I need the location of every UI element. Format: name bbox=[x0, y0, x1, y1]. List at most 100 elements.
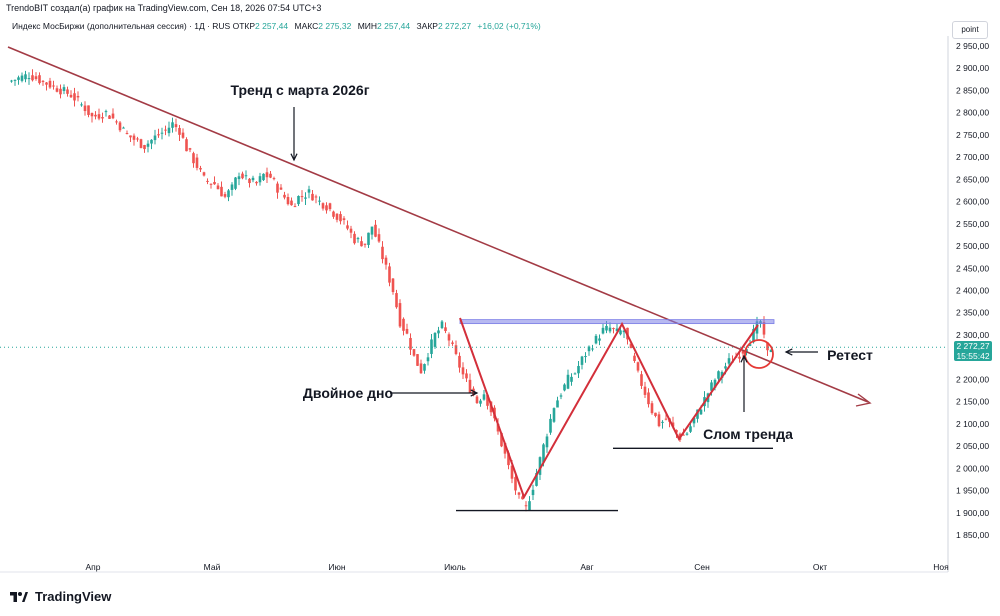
candle-body bbox=[199, 168, 202, 170]
candle bbox=[311, 190, 314, 201]
candle-body bbox=[290, 200, 293, 206]
candle bbox=[353, 231, 356, 245]
candle bbox=[66, 86, 69, 97]
candle-body bbox=[752, 328, 755, 343]
candle bbox=[185, 137, 188, 152]
candle-body bbox=[545, 436, 549, 448]
x-tick-label: Сен bbox=[694, 562, 710, 572]
retest-circle bbox=[744, 339, 774, 369]
candle-body bbox=[202, 172, 206, 176]
candle bbox=[444, 322, 447, 334]
candle-body bbox=[720, 372, 724, 378]
candle-body bbox=[696, 409, 699, 419]
candle bbox=[265, 167, 269, 183]
candle bbox=[451, 340, 454, 346]
candle-body bbox=[633, 355, 636, 361]
retest-label: Ретест bbox=[827, 347, 873, 363]
candle-body bbox=[762, 322, 766, 335]
candle-body bbox=[10, 80, 13, 82]
candle bbox=[45, 82, 48, 91]
candle bbox=[269, 171, 272, 179]
candle-body bbox=[769, 349, 773, 353]
candle bbox=[766, 342, 769, 357]
candle bbox=[342, 216, 346, 225]
symbol-title[interactable]: Индекс МосБиржи (дополнительная сессия) … bbox=[12, 21, 231, 31]
candle bbox=[104, 109, 108, 117]
candle-body bbox=[318, 200, 321, 202]
candle-body bbox=[27, 78, 31, 80]
candle bbox=[55, 85, 59, 93]
candle bbox=[129, 135, 132, 143]
candle-body bbox=[559, 395, 563, 397]
candle bbox=[514, 472, 517, 495]
candle bbox=[209, 183, 213, 189]
symbol-legend: Индекс МосБиржи (дополнительная сессия) … bbox=[12, 21, 541, 31]
candle bbox=[283, 191, 286, 200]
y-tick-label: 2 350,00 bbox=[956, 308, 989, 318]
tradingview-logo[interactable]: TradingView bbox=[8, 589, 111, 604]
candle bbox=[241, 171, 244, 180]
candle bbox=[391, 278, 395, 295]
candle-body bbox=[486, 394, 489, 406]
candle bbox=[433, 332, 437, 349]
candle bbox=[24, 70, 27, 83]
candle bbox=[552, 407, 556, 423]
candle-body bbox=[45, 82, 48, 85]
candle-body bbox=[622, 330, 626, 333]
candle bbox=[304, 192, 307, 205]
candle bbox=[258, 172, 262, 186]
downtrend-line bbox=[7, 46, 869, 403]
candle-body bbox=[458, 355, 461, 368]
last-price-value: 2 272,27 bbox=[956, 341, 990, 351]
candle-body bbox=[738, 356, 741, 359]
candle-body bbox=[101, 117, 104, 119]
chart-caption: TrendoBIT создал(а) график на TradingVie… bbox=[6, 3, 322, 13]
y-tick-label: 2 600,00 bbox=[956, 197, 989, 207]
y-tick-label: 2 700,00 bbox=[956, 152, 989, 162]
candle-body bbox=[76, 95, 80, 98]
y-tick-label: 1 950,00 bbox=[956, 486, 989, 496]
candle-body bbox=[468, 379, 472, 393]
candle-body bbox=[321, 203, 325, 209]
candle-body bbox=[367, 232, 370, 245]
candle-body bbox=[153, 135, 157, 141]
candle-body bbox=[13, 79, 17, 81]
candle-body bbox=[391, 278, 395, 293]
candle bbox=[640, 370, 643, 389]
candle bbox=[248, 178, 251, 188]
price-unit-button[interactable]: point bbox=[952, 21, 988, 39]
candle bbox=[160, 127, 164, 140]
candle-body bbox=[136, 138, 139, 140]
candle-body bbox=[132, 135, 136, 140]
candle bbox=[549, 414, 552, 435]
candle bbox=[374, 220, 377, 238]
candle bbox=[769, 349, 773, 353]
candle-body bbox=[108, 115, 111, 119]
candle bbox=[276, 181, 279, 199]
candle bbox=[69, 90, 73, 99]
candle-body bbox=[552, 408, 556, 422]
candle-body bbox=[52, 85, 55, 87]
candle-body bbox=[216, 185, 220, 190]
x-tick-label: Июль bbox=[444, 562, 466, 572]
candle bbox=[199, 165, 202, 173]
candle bbox=[125, 130, 129, 135]
candle-body bbox=[80, 104, 83, 106]
candle bbox=[80, 102, 83, 107]
candle bbox=[153, 129, 157, 145]
candle-body bbox=[115, 121, 118, 123]
candle-body bbox=[664, 418, 668, 420]
candle-body bbox=[139, 139, 143, 148]
candle bbox=[349, 225, 353, 239]
candle bbox=[118, 121, 122, 133]
y-tick-label: 2 950,00 bbox=[956, 41, 989, 51]
high-label: МАКС bbox=[294, 21, 319, 31]
candle-body bbox=[563, 384, 566, 391]
candle-body bbox=[402, 318, 405, 331]
y-tick-label: 2 300,00 bbox=[956, 330, 989, 340]
candle-body bbox=[395, 293, 398, 308]
candle-body bbox=[181, 132, 185, 138]
candle bbox=[230, 182, 234, 196]
candle-body bbox=[59, 88, 62, 95]
